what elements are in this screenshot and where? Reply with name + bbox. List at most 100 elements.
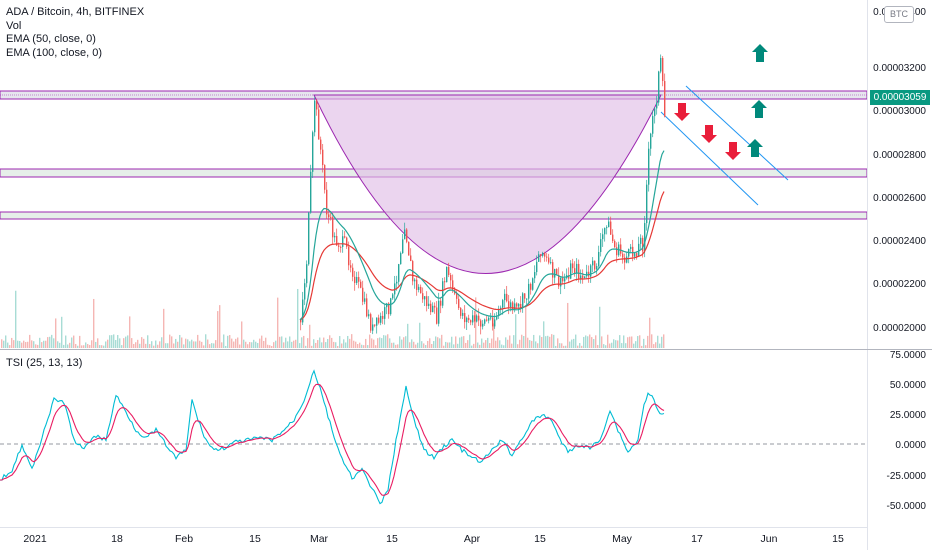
candle-body (518, 303, 520, 307)
candle-body (564, 278, 566, 282)
candle-body (526, 298, 528, 300)
volume-bar (481, 338, 483, 348)
candle-body (536, 261, 538, 273)
volume-bar (441, 334, 443, 348)
candle-body (624, 257, 626, 263)
candle-body (600, 239, 602, 252)
volume-bar (33, 341, 35, 348)
candle-body (562, 277, 564, 282)
volume-bar (217, 311, 219, 348)
volume-bar (31, 340, 33, 348)
candle-body (606, 227, 608, 229)
candle-body (346, 237, 348, 247)
volume-bar (567, 302, 569, 348)
volume-bar (151, 341, 153, 348)
volume-bar (547, 335, 549, 348)
volume-bar (471, 345, 473, 348)
candle-body (364, 298, 366, 302)
volume-bar (155, 340, 157, 348)
volume-bar (541, 336, 543, 348)
volume-bar (415, 344, 417, 348)
volume-bar (49, 336, 51, 348)
candle-body (508, 301, 510, 308)
channel-line-upper[interactable] (685, 85, 789, 181)
arrow-up-icon[interactable] (747, 139, 763, 157)
legend-vol[interactable]: Vol (6, 19, 22, 32)
volume-bar (361, 344, 363, 348)
volume-bar (447, 342, 449, 348)
volume-bar (487, 337, 489, 348)
volume-bar (527, 337, 529, 348)
volume-bar (529, 340, 531, 348)
volume-bar (513, 335, 515, 348)
candle-body (314, 100, 316, 133)
volume-bar (443, 345, 445, 348)
arrow-down-icon[interactable] (701, 125, 717, 143)
arrow-up-icon[interactable] (751, 100, 767, 118)
volume-bar (373, 339, 375, 348)
volume-bar (143, 338, 145, 348)
volume-bar (275, 340, 277, 348)
volume-bar (325, 342, 327, 348)
candle-body (426, 296, 428, 306)
legend-ema-100[interactable]: EMA (100, close, 0) (6, 46, 102, 59)
volume-bar (15, 290, 17, 348)
pane-divider[interactable] (0, 349, 932, 350)
candle-body (450, 274, 452, 281)
volume-bar (651, 334, 653, 348)
volume-bar (347, 335, 349, 348)
volume-bar (449, 342, 451, 348)
volume-bar (499, 340, 501, 348)
ema-100-line (299, 191, 665, 321)
volume-bar (193, 341, 195, 348)
volume-bar (339, 336, 341, 348)
volume-bar (19, 340, 21, 348)
candle-body (488, 317, 490, 321)
candle-body (494, 319, 496, 327)
volume-bar (99, 345, 101, 348)
volume-bar (27, 341, 29, 348)
legend-ema-50[interactable]: EMA (50, close, 0) (6, 33, 96, 45)
channel-line-lower[interactable] (660, 111, 759, 206)
volume-bar (427, 340, 429, 348)
arrow-up-icon[interactable] (752, 44, 768, 62)
volume-bar (601, 336, 603, 348)
volume-bar (71, 337, 73, 348)
volume-bar (469, 334, 471, 348)
currency-badge[interactable]: BTC (884, 6, 914, 23)
volume-bar (333, 341, 335, 348)
volume-bar (359, 342, 361, 348)
arrow-down-icon[interactable] (725, 142, 741, 160)
volume-bar (479, 344, 481, 348)
volume-bar (647, 335, 649, 348)
candle-body (598, 251, 600, 267)
volume-bar (433, 341, 435, 348)
candle-body (398, 264, 400, 282)
volume-bar (633, 343, 635, 348)
volume-bar (367, 345, 369, 348)
symbol-title[interactable]: ADA / Bitcoin, 4h, BITFINEX (6, 6, 145, 18)
volume-bar (41, 342, 43, 348)
volume-bar (125, 336, 127, 348)
volume-bar (259, 338, 261, 348)
volume-bar (521, 334, 523, 348)
candle-body (592, 260, 594, 266)
volume-bar (289, 336, 291, 348)
volume-bar (459, 337, 461, 348)
candle-body (530, 283, 532, 290)
volume-bar (13, 340, 15, 348)
candle-body (492, 317, 494, 327)
candle-body (416, 279, 418, 290)
candle-body (408, 241, 410, 256)
volume-bar (477, 342, 479, 348)
arrow-down-icon[interactable] (674, 103, 690, 121)
candle-body (472, 315, 474, 323)
volume-bar (519, 339, 521, 348)
chart-legend: ADA / Bitcoin, 4h, BITFINEX Vol EMA (50,… (6, 6, 144, 60)
cup-pattern-drawing[interactable] (313, 94, 662, 274)
tsi-legend[interactable]: TSI (25, 13, 13) (6, 357, 83, 369)
volume-bar (83, 345, 85, 348)
candle-body (652, 116, 654, 134)
volume-bar (389, 338, 391, 348)
